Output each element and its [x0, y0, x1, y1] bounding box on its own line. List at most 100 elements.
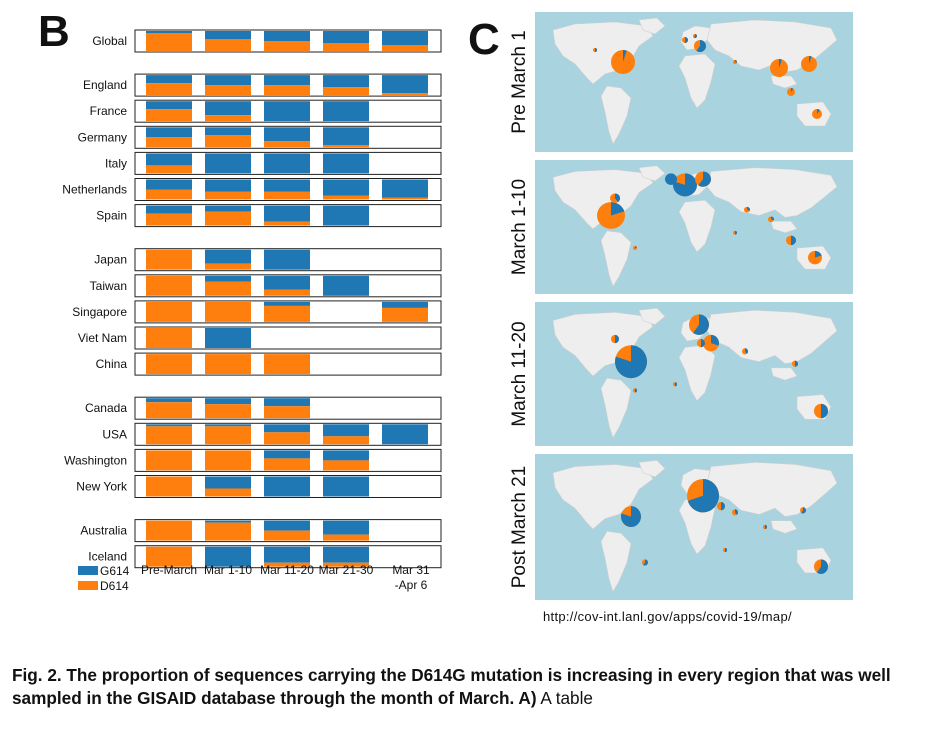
bar-d614	[146, 275, 192, 296]
bar-g614	[323, 275, 369, 296]
map-pie-g614	[721, 501, 725, 511]
bar-g614	[264, 546, 310, 563]
continent-shape	[600, 377, 632, 439]
map-pie-g614	[685, 37, 688, 43]
map-pie-g614	[643, 559, 648, 566]
bar-g614	[205, 275, 251, 282]
continent-shape	[706, 462, 838, 517]
bar-d614	[382, 197, 428, 200]
bar-d614	[146, 450, 192, 471]
bar-g614	[146, 153, 192, 166]
bar-g614	[205, 179, 251, 192]
continent-shape	[600, 85, 632, 145]
bar-g614	[205, 424, 251, 427]
bar-d614	[205, 404, 251, 419]
bar-d614	[205, 488, 251, 497]
map-pie-g614	[693, 34, 697, 38]
bar-g614	[264, 476, 310, 497]
source-url: http://cov-int.lanl.gov/apps/covid-19/ma…	[543, 609, 792, 624]
continent-shape	[552, 21, 654, 85]
continent-shape	[600, 530, 632, 593]
row-label: Netherlands	[62, 183, 127, 197]
map-pie-g614	[771, 216, 774, 221]
bar-d614	[146, 189, 192, 200]
bar-g614	[323, 546, 369, 563]
bar-g614	[264, 179, 310, 192]
row-label: Iceland	[88, 550, 127, 564]
bar-d614	[323, 145, 369, 148]
bar-d614	[205, 211, 251, 226]
legend-swatch-g614	[78, 566, 98, 575]
bar-g614	[264, 205, 310, 222]
row-label: Germany	[78, 130, 127, 144]
map-pie-g614	[765, 524, 767, 530]
bar-d614	[264, 221, 310, 226]
bar-d614	[264, 41, 310, 51]
bar-g614	[146, 101, 192, 110]
column-label: Mar 31 -Apr 6	[392, 563, 430, 592]
bar-g614	[205, 249, 251, 264]
row-label: USA	[102, 427, 127, 441]
bar-g614	[146, 424, 192, 427]
column-label: Pre-March	[141, 563, 197, 577]
world-map	[535, 302, 853, 446]
continent-shape	[638, 459, 666, 478]
continent-shape	[770, 75, 798, 89]
bar-g614	[146, 75, 192, 84]
row-label: Taiwan	[90, 279, 127, 293]
bar-g614	[323, 205, 369, 226]
map-pie-g614	[809, 56, 812, 64]
panel-b-letter: B	[38, 7, 70, 56]
bar-g614	[323, 75, 369, 88]
continent-shape	[638, 165, 666, 182]
continent-shape	[706, 167, 838, 218]
bar-d614	[323, 436, 369, 445]
continent-shape	[678, 53, 716, 109]
continent-shape	[770, 367, 798, 381]
bar-g614	[264, 301, 310, 306]
map-pie-g614	[779, 59, 782, 68]
row-label: Washington	[64, 453, 127, 467]
legend-swatch-d614	[78, 581, 98, 590]
map-pie-g614	[735, 230, 737, 235]
bar-d614	[382, 307, 428, 322]
bar-g614	[205, 153, 251, 174]
bar-g614	[264, 127, 310, 142]
map-pie-g614	[725, 547, 727, 553]
map-pie-g614	[745, 348, 748, 354]
bar-d614	[146, 83, 192, 96]
bar-d614	[146, 520, 192, 541]
continent-shape	[638, 17, 666, 35]
bar-g614	[323, 520, 369, 535]
bar-g614	[205, 205, 251, 212]
bar-g614	[264, 275, 310, 290]
map-pie-g614	[747, 206, 750, 211]
map-period-label: Pre March 1	[509, 30, 530, 134]
bar-d614	[382, 93, 428, 96]
bar-g614	[205, 31, 251, 39]
bar-d614	[264, 354, 310, 375]
continent-shape	[638, 307, 666, 325]
bar-d614	[205, 354, 251, 375]
bar-g614	[264, 520, 310, 531]
bar-g614	[382, 424, 428, 445]
bar-d614	[146, 213, 192, 226]
bar-g614	[205, 328, 251, 348]
bar-d614	[323, 43, 369, 51]
bar-g614	[205, 398, 251, 405]
map-pie-g614	[791, 235, 796, 246]
d614g-proportion-chart: Global England France Germany Italy Netherlan…	[62, 29, 442, 593]
map-pie-g614	[635, 246, 637, 249]
bar-d614	[264, 458, 310, 471]
bar-d614	[205, 450, 251, 471]
bar-g614	[205, 520, 251, 523]
bar-g614	[323, 179, 369, 196]
bar-g614	[264, 424, 310, 433]
map-pie-g614	[701, 339, 705, 348]
panel-c-letter: C	[468, 15, 500, 64]
map-pie-g614	[735, 60, 737, 63]
bar-g614	[205, 546, 251, 567]
map-pies	[621, 479, 828, 574]
bar-d614	[146, 328, 192, 348]
bar-g614	[323, 127, 369, 146]
